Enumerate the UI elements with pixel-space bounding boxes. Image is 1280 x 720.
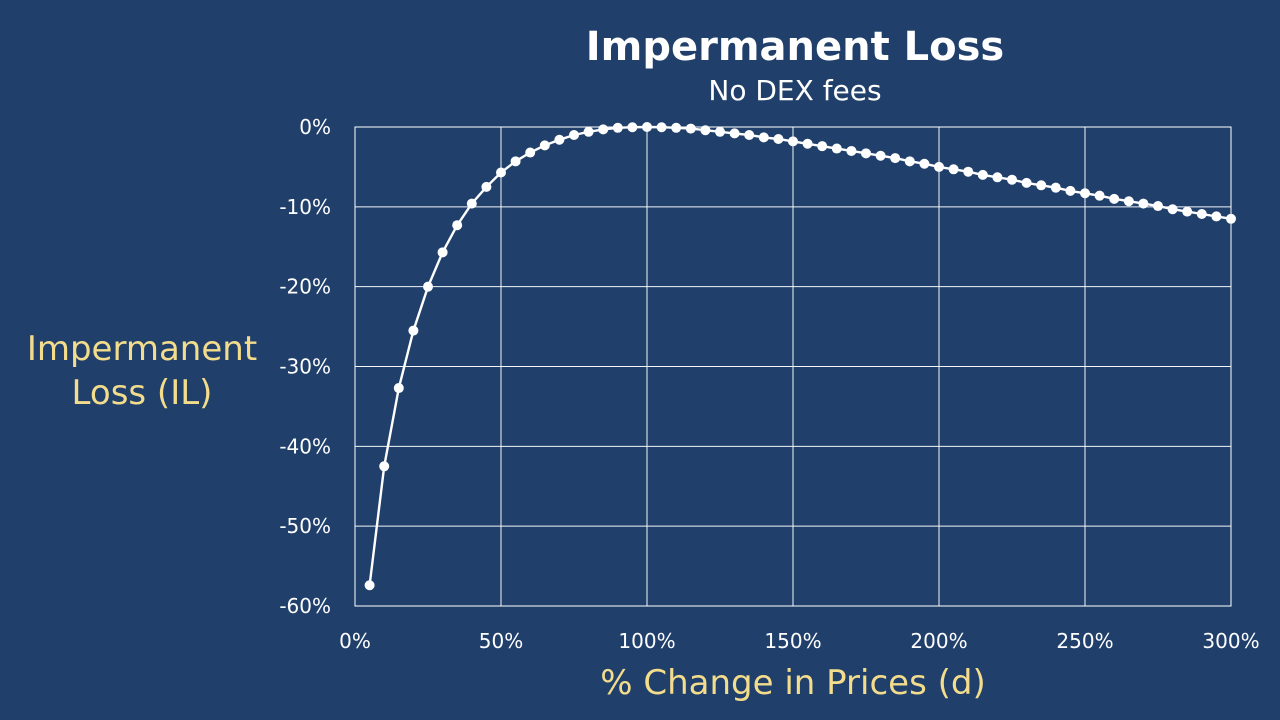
y-tick-label-3: -30% bbox=[279, 355, 331, 379]
data-point-14 bbox=[569, 129, 579, 140]
data-point-52 bbox=[1123, 196, 1134, 207]
data-point-53 bbox=[1138, 198, 1149, 209]
data-point-9 bbox=[496, 167, 506, 178]
data-point-34 bbox=[861, 148, 871, 159]
series-il bbox=[364, 122, 1236, 591]
data-point-32 bbox=[831, 143, 842, 154]
data-point-46 bbox=[1036, 180, 1047, 191]
data-point-12 bbox=[539, 140, 550, 151]
data-point-47 bbox=[1050, 182, 1061, 193]
y-tick-label-4: -40% bbox=[279, 434, 331, 458]
data-point-27 bbox=[758, 132, 769, 143]
data-point-23 bbox=[700, 125, 711, 136]
x-tick-label-2: 100% bbox=[618, 629, 675, 653]
data-point-26 bbox=[744, 129, 755, 140]
data-point-33 bbox=[846, 145, 857, 156]
data-point-44 bbox=[1007, 174, 1017, 185]
chart-subtitle: No DEX fees bbox=[708, 74, 881, 107]
x-axis-title: % Change in Prices (d) bbox=[600, 663, 985, 703]
data-point-4 bbox=[423, 281, 433, 292]
data-point-21 bbox=[671, 122, 682, 133]
x-tick-label-0: 0% bbox=[339, 629, 371, 653]
plot-area-frame bbox=[354, 126, 1232, 607]
data-point-50 bbox=[1094, 190, 1105, 201]
x-tick-label-5: 250% bbox=[1056, 629, 1113, 653]
data-point-18 bbox=[627, 122, 638, 133]
data-point-7 bbox=[466, 198, 477, 209]
data-point-8 bbox=[481, 181, 492, 192]
data-point-19 bbox=[642, 122, 652, 132]
data-point-57 bbox=[1196, 209, 1207, 220]
data-point-28 bbox=[773, 133, 784, 144]
data-point-20 bbox=[656, 122, 667, 133]
x-tick-label-3: 150% bbox=[764, 629, 821, 653]
data-point-1 bbox=[379, 461, 390, 472]
x-tick-label-4: 200% bbox=[910, 629, 967, 653]
y-tick-label-5: -50% bbox=[279, 514, 331, 538]
chart-title: Impermanent Loss bbox=[586, 24, 1004, 70]
data-point-39 bbox=[934, 161, 944, 172]
data-point-59 bbox=[1226, 213, 1236, 224]
data-point-30 bbox=[802, 138, 813, 149]
data-point-45 bbox=[1021, 177, 1032, 188]
data-point-6 bbox=[452, 220, 463, 231]
data-point-37 bbox=[904, 156, 915, 167]
data-point-24 bbox=[715, 126, 725, 137]
data-point-2 bbox=[393, 383, 404, 394]
data-point-15 bbox=[583, 126, 594, 137]
data-point-48 bbox=[1065, 185, 1076, 196]
x-tick-label-1: 50% bbox=[479, 629, 523, 653]
data-point-3 bbox=[408, 325, 419, 336]
data-point-22 bbox=[685, 123, 696, 134]
y-axis-title-line-2: Loss (IL) bbox=[72, 373, 213, 413]
data-point-10 bbox=[510, 156, 521, 167]
data-point-0 bbox=[364, 580, 375, 591]
data-point-43 bbox=[992, 172, 1003, 183]
data-point-58 bbox=[1211, 211, 1222, 222]
data-point-31 bbox=[817, 141, 828, 152]
data-point-40 bbox=[948, 164, 959, 175]
data-point-55 bbox=[1167, 204, 1178, 215]
y-tick-label-2: -20% bbox=[279, 275, 331, 299]
data-point-35 bbox=[875, 150, 886, 161]
data-point-41 bbox=[963, 166, 974, 177]
data-point-56 bbox=[1182, 206, 1193, 217]
y-tick-label-6: -60% bbox=[279, 594, 331, 618]
x-tick-label-6: 300% bbox=[1202, 629, 1259, 653]
data-point-54 bbox=[1153, 201, 1163, 212]
data-point-38 bbox=[919, 158, 930, 169]
y-tick-label-0: 0% bbox=[299, 115, 331, 139]
data-point-49 bbox=[1080, 188, 1090, 199]
data-point-5 bbox=[437, 247, 448, 258]
data-point-16 bbox=[598, 124, 609, 135]
tick-labels: 0% 50% 100% 150% 200% 250% 300% 0% -10% -20% -30% -… bbox=[279, 115, 1259, 653]
data-point-29 bbox=[788, 136, 798, 147]
data-point-42 bbox=[977, 169, 988, 180]
data-point-25 bbox=[729, 128, 740, 139]
data-point-11 bbox=[525, 147, 536, 158]
y-tick-label-1: -10% bbox=[279, 195, 331, 219]
data-point-36 bbox=[890, 153, 901, 164]
data-point-13 bbox=[554, 134, 565, 145]
data-point-17 bbox=[612, 122, 623, 133]
y-axis-title-line-1: Impermanent bbox=[27, 329, 257, 369]
data-point-51 bbox=[1109, 193, 1120, 204]
